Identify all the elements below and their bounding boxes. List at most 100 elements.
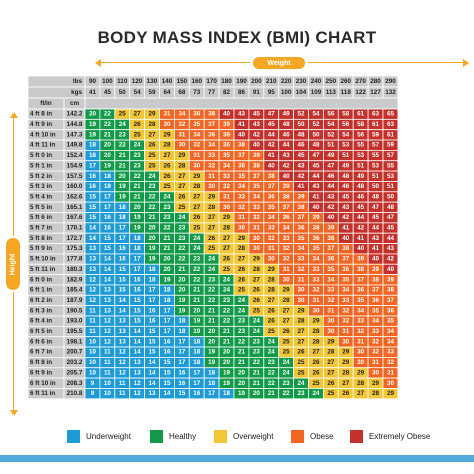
height-ftin-label: 4 ft 9 in <box>30 121 52 128</box>
bmi-value-label: 38 <box>283 193 291 200</box>
height-ftin-label: 6 ft 11 in <box>30 390 55 397</box>
bmi-value-label: 36 <box>268 193 276 200</box>
bmi-value-label: 19 <box>193 328 201 335</box>
bmi-value-label: 12 <box>119 349 127 356</box>
bmi-value-label: 21 <box>253 380 261 387</box>
bmi-value-label: 48 <box>283 121 291 128</box>
height-cm-label: 180.3 <box>67 266 83 273</box>
bmi-value-label: 51 <box>357 162 365 169</box>
bmi-value-label: 40 <box>253 142 261 149</box>
bmi-value-label: 46 <box>357 193 365 200</box>
bmi-value-label: 21 <box>223 328 231 335</box>
bmi-value-label: 23 <box>268 359 276 366</box>
height-ftin-label: 6 ft 10 in <box>30 380 56 387</box>
bmi-value-label: 16 <box>193 390 201 397</box>
bmi-value-label: 32 <box>178 121 186 128</box>
bmi-value-label: 34 <box>178 111 186 118</box>
bmi-value-label: 30 <box>298 297 306 304</box>
bmi-value-label: 28 <box>149 121 157 128</box>
lbs-tick-label: 240 <box>311 78 322 85</box>
bmi-value-label: 15 <box>178 390 186 397</box>
bmi-value-label: 30 <box>327 318 335 325</box>
kgs-tick-label: 100 <box>281 89 292 96</box>
bmi-value-label: 31 <box>312 297 320 304</box>
bmi-value-label: 18 <box>178 318 186 325</box>
bmi-value-label: 25 <box>298 359 306 366</box>
bmi-value-label: 51 <box>342 152 350 159</box>
bmi-value-label: 11 <box>104 359 111 366</box>
bmi-value-label: 28 <box>193 183 201 190</box>
kgs-tick-label: 109 <box>311 89 322 96</box>
bmi-value-label: 40 <box>238 131 246 138</box>
height-ftin-label: 5 ft 9 in <box>30 245 52 252</box>
bmi-value-label: 25 <box>268 328 276 335</box>
lbs-tick-label: 150 <box>177 78 188 85</box>
kgs-tick-label: 50 <box>119 89 127 96</box>
bmi-value-label: 36 <box>327 256 335 263</box>
bmi-value-label: 34 <box>283 225 291 232</box>
bmi-value-label: 31 <box>223 193 231 200</box>
bmi-value-label: 12 <box>119 359 127 366</box>
bmi-value-label: 23 <box>149 183 157 190</box>
height-cm-label: 187.9 <box>67 297 83 304</box>
bmi-value-label: 20 <box>223 359 231 366</box>
bmi-value-label: 20 <box>208 328 216 335</box>
bmi-value-label: 27 <box>283 318 291 325</box>
bmi-value-label: 16 <box>104 225 112 232</box>
bmi-value-label: 10 <box>104 380 112 387</box>
bmi-value-label: 23 <box>208 276 216 283</box>
bmi-value-label: 28 <box>238 245 246 252</box>
height-ftin-label: 6 ft 9 in <box>30 369 52 376</box>
bmi-value-label: 32 <box>372 349 380 356</box>
height-axis-line-bottom <box>13 292 14 410</box>
bmi-value-label: 22 <box>104 121 112 128</box>
bmi-value-label: 9 <box>91 380 95 387</box>
bmi-value-label: 20 <box>178 276 186 283</box>
height-axis-arrow-bottom <box>10 410 18 416</box>
bmi-value-label: 18 <box>223 390 231 397</box>
bmi-value-label: 23 <box>253 349 261 356</box>
legend-label-extremely-obese: Extremely Obese <box>369 432 431 441</box>
bmi-value-label: 29 <box>268 266 276 273</box>
bmi-value-label: 31 <box>178 131 186 138</box>
bmi-value-label: 23 <box>134 162 142 169</box>
bmi-value-label: 56 <box>357 131 365 138</box>
bmi-value-label: 26 <box>193 214 201 221</box>
bmi-value-label: 34 <box>223 162 231 169</box>
bmi-value-label: 30 <box>178 142 186 149</box>
kgs-tick-label: 91 <box>253 89 261 96</box>
bmi-value-label: 41 <box>298 183 306 190</box>
bmi-value-label: 24 <box>119 121 127 128</box>
bmi-value-label: 19 <box>89 131 97 138</box>
bmi-value-label: 53 <box>342 142 350 149</box>
bmi-value-label: 43 <box>312 183 320 190</box>
bmi-value-label: 13 <box>89 266 97 273</box>
bmi-value-label: 49 <box>283 111 291 118</box>
bmi-value-label: 35 <box>223 152 231 159</box>
bmi-value-label: 17 <box>178 359 186 366</box>
bmi-value-label: 25 <box>134 131 142 138</box>
bmi-value-label: 48 <box>298 131 306 138</box>
bmi-value-label: 31 <box>238 214 246 221</box>
bmi-value-label: 33 <box>253 204 261 211</box>
bmi-value-label: 43 <box>298 162 306 169</box>
height-ftin-label: 6 ft 5 in <box>30 328 52 335</box>
bmi-value-label: 18 <box>149 266 157 273</box>
lbs-tick-label: 190 <box>236 78 247 85</box>
bmi-value-label: 26 <box>253 287 261 294</box>
bmi-value-label: 10 <box>89 369 97 376</box>
bmi-value-label: 25 <box>208 245 216 252</box>
bmi-value-label: 61 <box>372 121 380 128</box>
bmi-value-label: 37 <box>357 276 365 283</box>
bmi-value-label: 15 <box>104 235 112 242</box>
bmi-value-label: 37 <box>342 256 350 263</box>
bmi-value-label: 34 <box>372 318 380 325</box>
bmi-value-label: 45 <box>387 225 395 232</box>
bmi-value-label: 19 <box>223 380 231 387</box>
kgs-tick-label: 54 <box>134 89 142 96</box>
bmi-value-label: 32 <box>342 318 350 325</box>
bmi-value-label: 16 <box>104 214 112 221</box>
bmi-value-label: 13 <box>104 287 112 294</box>
bmi-value-label: 22 <box>268 380 276 387</box>
bmi-value-label: 33 <box>238 193 246 200</box>
